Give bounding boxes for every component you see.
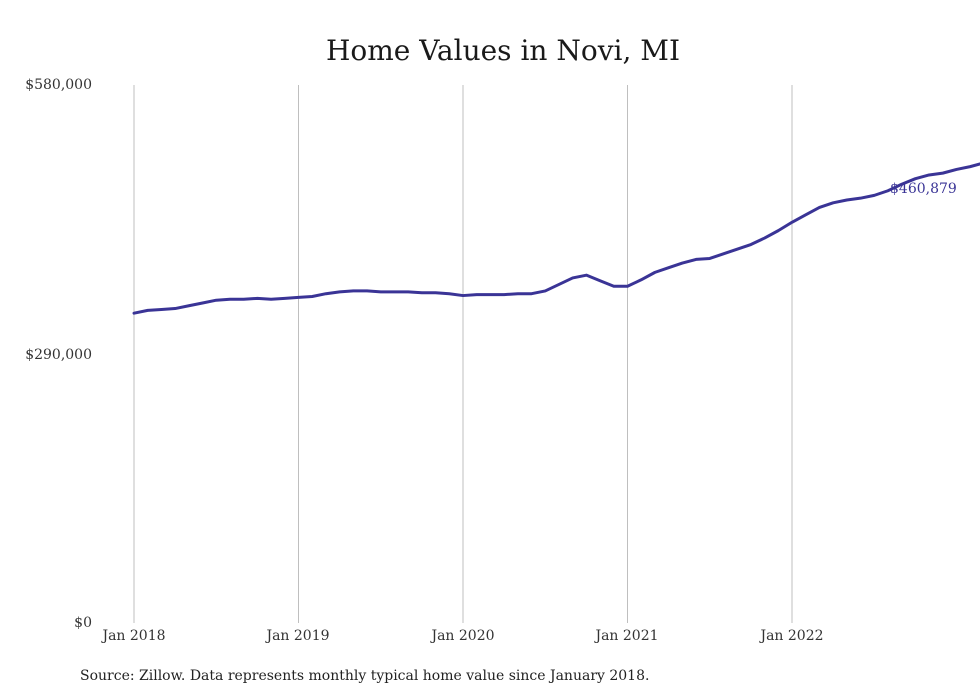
y-tick-label: $290,000: [25, 347, 92, 363]
x-tick-label: Jan 2021: [593, 628, 658, 644]
x-axis-labels: Jan 2018 Jan 2019 Jan 2020 Jan 2021 Jan …: [100, 628, 823, 644]
x-tick-label: Jan 2019: [264, 628, 329, 644]
x-tick-label: Jan 2020: [429, 628, 494, 644]
latest-value-label: $460,879: [890, 181, 957, 197]
x-tick-label: Jan 2022: [758, 628, 823, 644]
y-tick-label: $580,000: [25, 77, 92, 93]
y-axis-labels: $580,000 $290,000 $0: [25, 77, 92, 631]
source-note: Source: Zillow. Data represents monthly …: [80, 668, 650, 684]
x-tick-label: Jan 2018: [100, 628, 165, 644]
home-value-line: [132, 162, 980, 315]
vertical-gridlines: [133, 85, 793, 623]
y-tick-label: $0: [74, 615, 92, 631]
line-chart: Home Values in Novi, MI $580,000 $290,00…: [25, 34, 980, 644]
chart-title: Home Values in Novi, MI: [326, 34, 680, 67]
